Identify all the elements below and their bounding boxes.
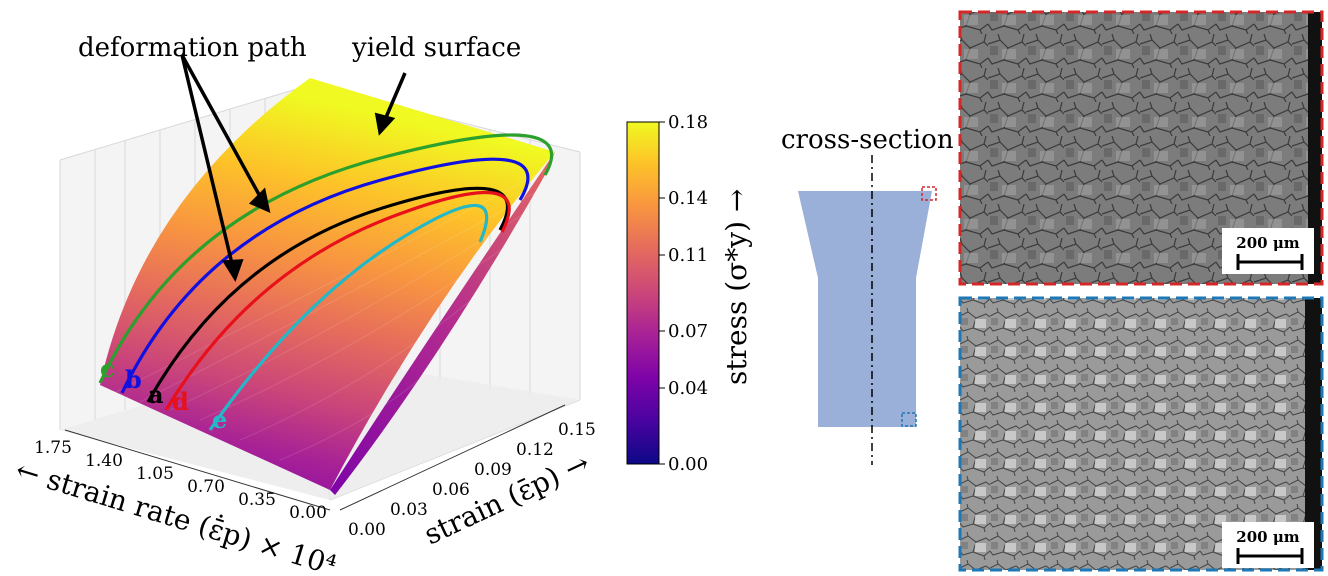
x-tick-label: 0.12	[516, 440, 554, 460]
yield-surface-label: yield surface	[351, 33, 521, 63]
y-tick-label: 1.05	[136, 464, 174, 484]
y-tick-label: 0.35	[238, 490, 276, 510]
colorbar-gradient	[626, 121, 660, 465]
y-tick-label: 1.75	[34, 438, 72, 458]
cross-section-label: cross-section	[781, 125, 954, 155]
colorbar-tick-label: 0.07	[668, 321, 708, 342]
path-label-a: a	[148, 380, 164, 409]
colorbar-tick-label: 0.11	[668, 245, 708, 266]
y-axis-ticks: 0.00 0.35 0.70 1.05 1.40 1.75	[34, 438, 327, 523]
x-axis-ticks: 0.000.030.060.090.120.15	[348, 420, 596, 540]
micrograph-bottom-border	[958, 296, 1324, 572]
colorbar-tick-label: 0.14	[668, 188, 708, 209]
arrow-3-head	[374, 112, 396, 136]
colorbar-ticks: 0.00 0.04 0.07 0.11 0.14 0.18	[659, 112, 708, 475]
cross-section-diagram: cross-section	[781, 125, 954, 465]
scale-label-bottom: 200 μm	[1236, 528, 1300, 546]
deformation-path-b	[120, 157, 530, 394]
bottom-region-marker	[901, 412, 917, 427]
deformation-paths	[98, 133, 554, 431]
arrow-1	[180, 54, 264, 201]
x-tick-label: 0.06	[432, 480, 470, 500]
x-tick-label: 0.03	[390, 500, 428, 520]
colorbar-tick-label: 0.00	[668, 454, 708, 475]
path-label-c: c	[100, 354, 115, 383]
deformation-path-label: deformation path	[78, 33, 307, 63]
colorbar-tick-label: 0.04	[668, 378, 708, 399]
y-axis-line	[64, 429, 331, 511]
arrow-3	[382, 72, 407, 123]
annotation-arrows	[180, 54, 407, 283]
path-labels: c ba de	[100, 354, 227, 434]
arrow-1-head	[248, 187, 271, 213]
colorbar-title: stress (σ*y) →	[720, 189, 753, 385]
deformation-path-c	[98, 133, 554, 384]
micrograph-top-border	[958, 10, 1324, 286]
colorbar: 0.00 0.04 0.07 0.11 0.14 0.18 stress (σ*y) →	[626, 112, 753, 475]
x-axis-line	[339, 404, 566, 511]
deformation-path-d	[164, 190, 511, 411]
micrograph-top: 200 μm	[958, 10, 1324, 286]
path-label-d: d	[172, 387, 189, 416]
y-tick-label: 0.70	[187, 477, 225, 497]
y-tick-label: 1.40	[85, 451, 123, 471]
arrow-2	[180, 54, 235, 269]
annotations: deformation path yield surface	[78, 33, 521, 283]
y-tick-label: 0.00	[289, 503, 327, 523]
path-label-e: e	[212, 405, 227, 434]
x-tick-label: 0.00	[348, 520, 386, 540]
micrograph-bottom: 200 μm	[958, 296, 1324, 572]
x-tick-label: 0.09	[474, 460, 512, 480]
arrow-2-head	[221, 259, 244, 283]
x-tick-label: 0.15	[558, 420, 596, 440]
top-region-marker	[921, 186, 937, 201]
surface-side	[330, 152, 555, 495]
specimen-shape	[798, 191, 932, 427]
scale-label-top: 200 μm	[1236, 234, 1300, 252]
path-label-b: b	[125, 365, 142, 394]
colorbar-tick-label: 0.18	[668, 112, 708, 133]
deformation-path-e	[208, 203, 489, 431]
